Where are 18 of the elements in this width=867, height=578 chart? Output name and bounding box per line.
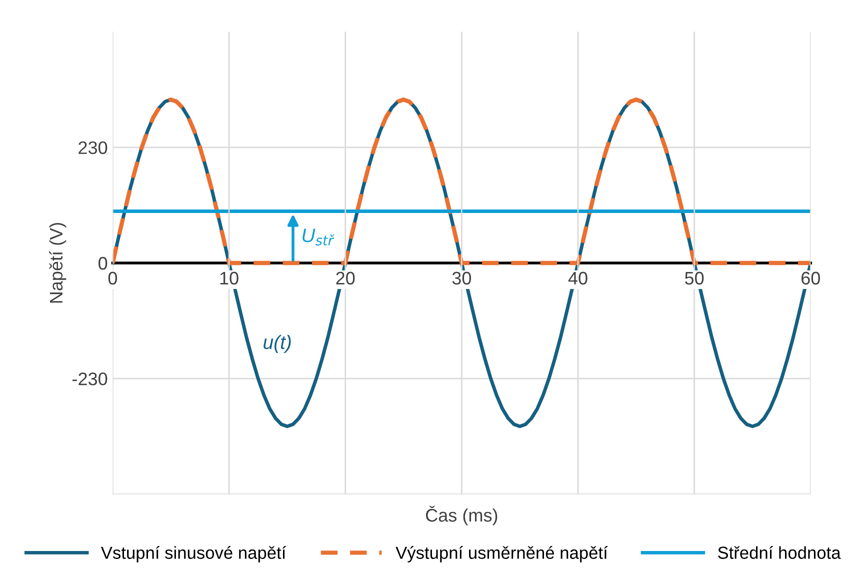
x-tick-label: 40 (568, 272, 588, 285)
x-tick-label: 0 (108, 272, 118, 285)
y-tick-label: 230 (78, 141, 108, 154)
x-tick-label: 10 (220, 272, 238, 285)
line-series (112, 98, 811, 266)
x-tick-label: 20 (336, 272, 355, 285)
y-tick-label: 0 (98, 256, 108, 270)
y-tick-label: -230 (72, 372, 108, 386)
x-tick-label: 30 (452, 272, 472, 285)
legend-label: Střední hodnota (718, 546, 841, 559)
legend-label: Výstupní usměrněné napětí (396, 546, 608, 562)
annotation: U$_{stř}$ (302, 228, 335, 246)
x-tick-label: 50 (685, 272, 704, 285)
x-axis-title: Čas (ms) (426, 506, 498, 526)
annotation: u(t) (264, 334, 291, 353)
legend-label: Vstupní sinusové napětí (100, 546, 286, 562)
y-axis-title: Napětí (V) (49, 222, 66, 303)
x-tick-label: 60 (802, 272, 820, 285)
